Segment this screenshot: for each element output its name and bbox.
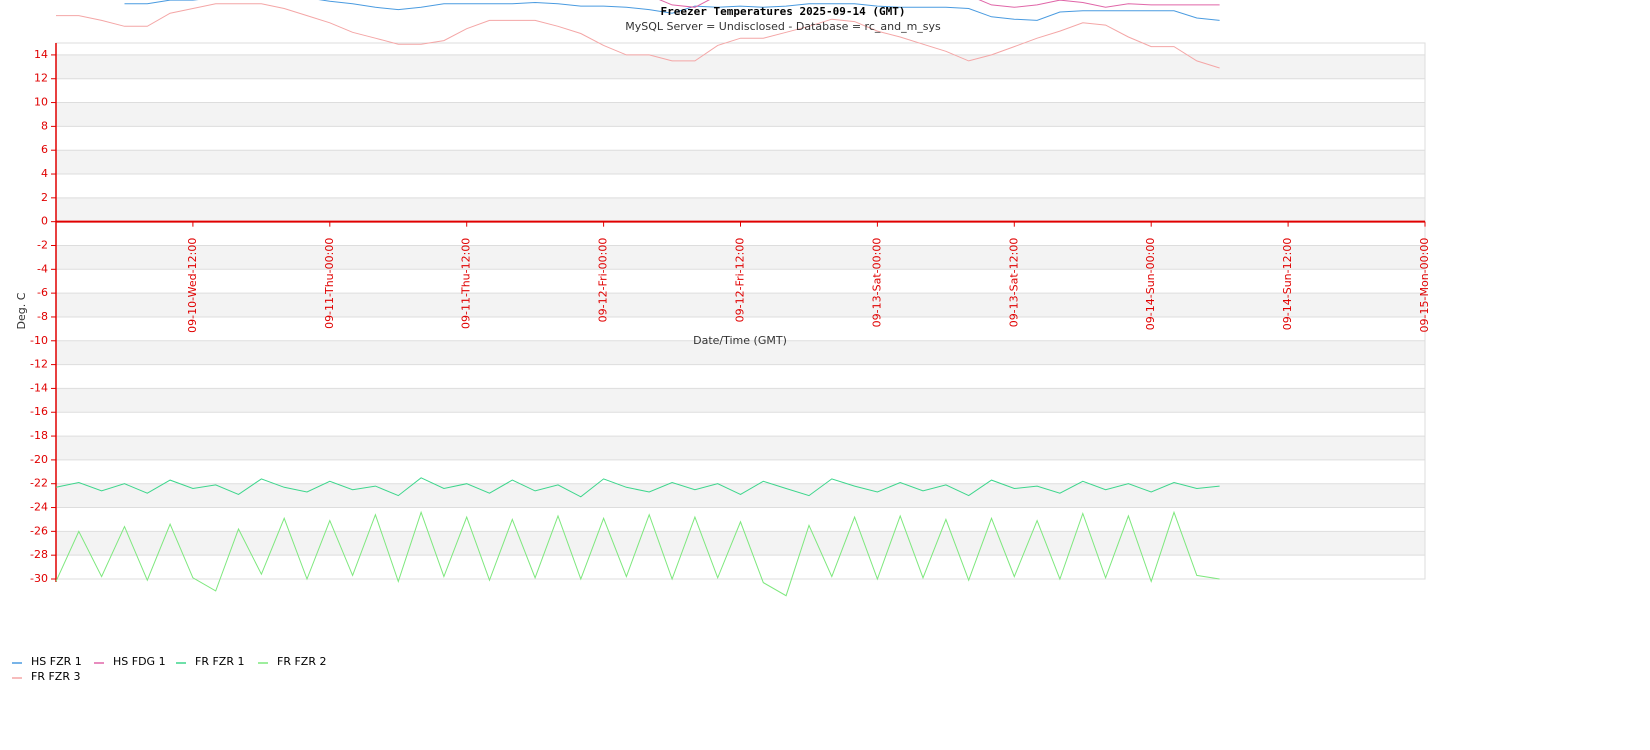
legend-label: HS FDG 1 (113, 655, 166, 668)
series-line (56, 3, 1220, 69)
grid-band (56, 340, 1425, 365)
y-tick-label: -6 (37, 286, 48, 299)
grid-band (56, 54, 1425, 79)
y-tick-label: -20 (30, 453, 48, 466)
x-tick-label: 09-12-Fri-12:00 (734, 238, 747, 323)
x-axis-label: Date/Time (GMT) (693, 334, 787, 347)
series-line (124, 0, 1220, 21)
legend-label: FR FZR 2 (277, 655, 326, 668)
x-tick-label: 09-13-Sat-12:00 (1007, 238, 1020, 328)
x-tick-label: 09-12-Fri-00:00 (597, 238, 610, 323)
y-tick-label: -26 (30, 524, 48, 537)
y-tick-label: 6 (41, 143, 48, 156)
legend-label: HS FZR 1 (31, 655, 82, 668)
x-tick-label: 09-15-Mon-00:00 (1418, 238, 1431, 333)
y-axis-label: Deg. C (15, 292, 28, 329)
y-tick-label: -16 (30, 405, 48, 418)
x-tick-label: 09-13-Sat-00:00 (870, 238, 883, 328)
y-tick-label: -10 (30, 334, 48, 347)
x-tick-label: 09-14-Sun-12:00 (1281, 238, 1294, 331)
y-tick-label: -22 (30, 477, 48, 490)
y-tick-label: -18 (30, 429, 48, 442)
y-tick-label: -4 (37, 262, 48, 275)
y-tick-label: 0 (41, 215, 48, 228)
grid-band (56, 293, 1425, 317)
legend-label: FR FZR 1 (195, 655, 244, 668)
series-line (55, 510, 1220, 597)
y-tick-label: 12 (34, 72, 48, 85)
series-line (55, 477, 1220, 498)
grid-band (56, 388, 1425, 413)
x-tick-label: 09-10-Wed-12:00 (186, 238, 199, 333)
y-tick-label: -8 (37, 310, 48, 323)
grid-band (56, 436, 1425, 460)
x-tick-label: 09-11-Thu-00:00 (323, 238, 336, 329)
grid-band (56, 150, 1425, 175)
y-tick-label: 14 (34, 48, 48, 61)
y-tick-label: 2 (41, 191, 48, 204)
y-tick-label: -28 (30, 548, 48, 561)
x-tick-label: 09-14-Sun-00:00 (1144, 238, 1157, 331)
chart-subtitle: MySQL Server = Undisclosed - Database = … (625, 20, 941, 33)
x-tick-label: 09-11-Thu-12:00 (460, 238, 473, 329)
y-tick-label: -12 (30, 358, 48, 371)
chart-title: Freezer Temperatures 2025-09-14 (GMT) (660, 5, 905, 18)
y-tick-label: -30 (30, 572, 48, 585)
grid-band (56, 102, 1425, 127)
series-line (658, 0, 1220, 8)
y-tick-label: -2 (37, 238, 48, 251)
grid-band (56, 197, 1425, 222)
y-tick-label: 4 (41, 167, 48, 180)
y-tick-label: -14 (30, 381, 48, 394)
y-tick-label: 8 (41, 119, 48, 132)
grid-band (56, 483, 1425, 508)
grid-band (56, 245, 1425, 270)
y-tick-label: -24 (30, 501, 48, 514)
plot-area: -30-28-26-24-22-20-18-16-14-12-10-8-6-4-… (30, 0, 1431, 597)
y-tick-label: 10 (34, 96, 48, 109)
grid-band (56, 531, 1425, 556)
legend-label: FR FZR 3 (31, 670, 80, 683)
